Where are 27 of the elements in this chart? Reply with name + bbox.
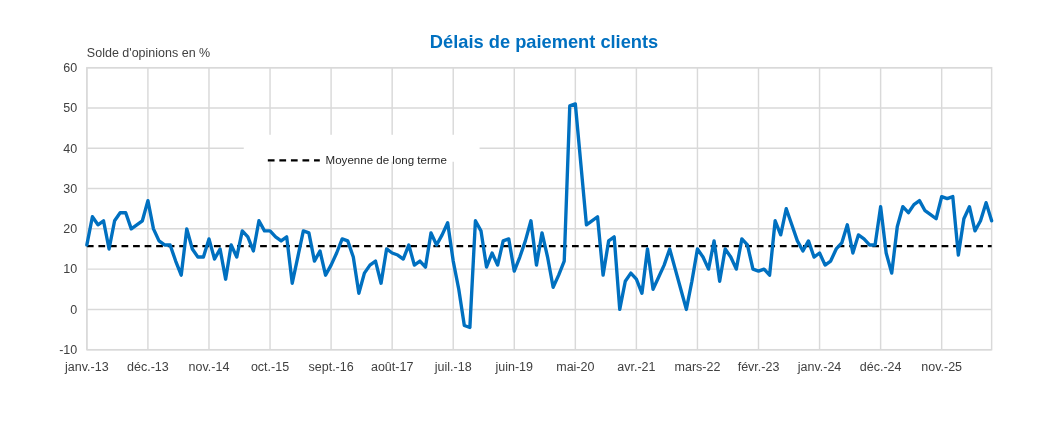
y-tick-label: -10 — [59, 343, 78, 358]
y-tick-label: 50 — [63, 101, 78, 116]
line-series — [85, 102, 994, 330]
x-tick-label: avr.-21 — [617, 359, 656, 374]
y-axis-title: Solde d'opinions en % — [86, 46, 211, 61]
x-tick-label: nov.-25 — [921, 359, 963, 374]
chart-title: Délais de paiement clients — [429, 31, 659, 53]
y-tick-label: 20 — [63, 222, 78, 237]
x-tick-label: janv.-13 — [64, 359, 109, 374]
x-tick-label: mai-20 — [556, 359, 595, 374]
x-tick-label: nov.-14 — [188, 359, 230, 374]
y-tick-label: 60 — [63, 61, 78, 76]
x-tick-label: janv.-24 — [796, 359, 842, 374]
x-tick-label: déc.-24 — [859, 359, 902, 374]
y-tick-label: 40 — [63, 141, 78, 156]
y-tick-label: 0 — [70, 302, 78, 317]
x-tick-label: mars-22 — [674, 359, 721, 374]
x-tick-label: sept.-16 — [308, 359, 354, 374]
y-tick-label: 10 — [63, 262, 78, 277]
x-tick-label: juin-19 — [494, 359, 534, 374]
x-tick-label: oct.-15 — [250, 359, 290, 374]
ref-line-label: Moyenne de long terme — [325, 154, 447, 167]
x-tick-label: déc.-13 — [127, 359, 169, 374]
x-tick-label: févr.-23 — [737, 359, 780, 374]
y-tick-label: 30 — [63, 181, 78, 196]
x-tick-label: août-17 — [370, 359, 414, 374]
x-tick-label: juil.-18 — [433, 359, 472, 374]
